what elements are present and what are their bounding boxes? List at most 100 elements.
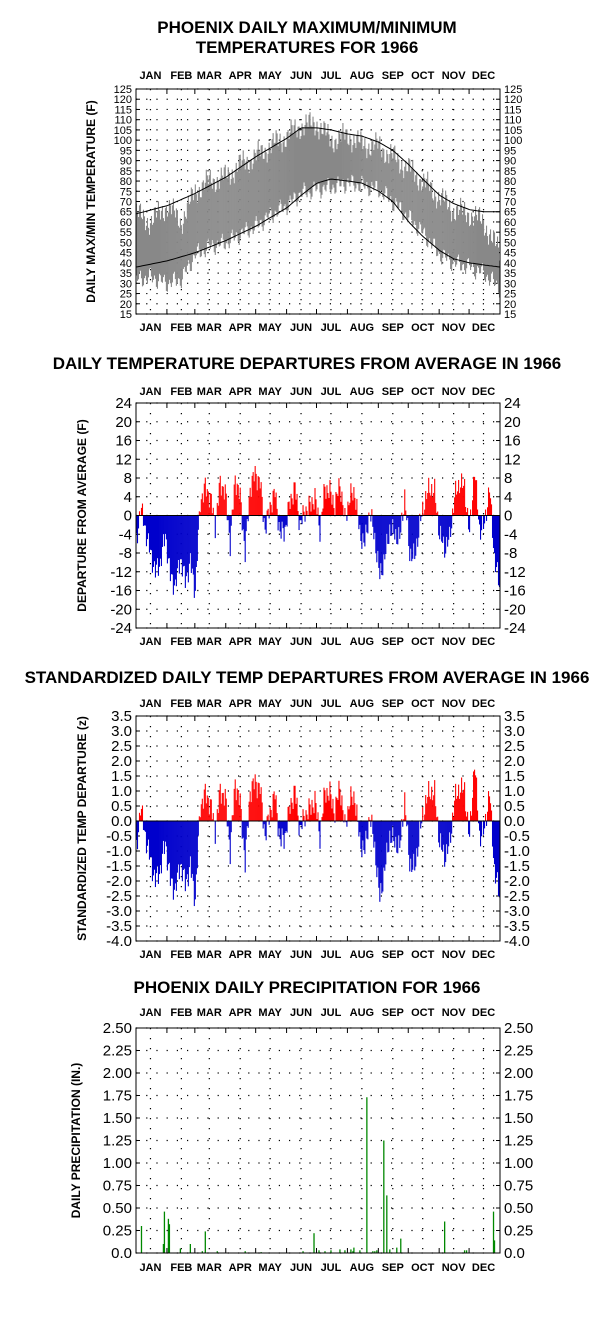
month-label-top: APR (229, 1007, 252, 1019)
y-tick-label-left: -16 (110, 583, 132, 600)
y-tick-label-left: 125 (114, 84, 132, 96)
month-label-top: MAR (197, 386, 222, 398)
month-label-top: APR (229, 70, 252, 82)
y-tick-label-left: 120 (114, 94, 132, 106)
month-label-bottom: SEP (382, 636, 404, 648)
y-tick-label-right: -24 (504, 620, 526, 637)
y-tick-label-right: -16 (504, 583, 526, 600)
y-tick-label-left: -1.5 (106, 858, 132, 875)
month-label-bottom: JUN (290, 1262, 312, 1274)
plot-frame (135, 1027, 501, 1254)
y-tick-label-right: -2.5 (504, 888, 530, 905)
y-tick-label-left: 3.5 (111, 708, 132, 725)
month-label-bottom: FEB (170, 1262, 192, 1274)
y-tick-label-left: -0.5 (106, 828, 132, 845)
normal-max-line (136, 127, 500, 215)
y-tick-label-right: 2.25 (504, 1043, 533, 1060)
y-tick-label-right: 0 (504, 508, 512, 525)
month-label-top: AUG (350, 386, 374, 398)
normal-min-line (136, 178, 500, 268)
month-label-bottom: NOV (442, 322, 467, 334)
month-label-bottom: MAY (258, 322, 282, 334)
month-label-bottom: FEB (170, 322, 192, 334)
month-label-bottom: AUG (350, 949, 374, 961)
month-label-bottom: SEP (382, 1262, 404, 1274)
y-tick-label-right: 55 (504, 227, 516, 239)
y-tick-label-left: -3.5 (106, 918, 132, 935)
month-label-bottom: SEP (382, 322, 404, 334)
month-label-top: SEP (382, 70, 404, 82)
month-label-top: DEC (472, 70, 495, 82)
month-label-top: MAY (258, 386, 282, 398)
y-tick-label-right: 30 (504, 278, 516, 290)
month-label-top: JUL (321, 70, 342, 82)
y-tick-label-left: 110 (114, 115, 132, 127)
month-label-top: DEC (472, 386, 495, 398)
plot-frame (135, 715, 501, 942)
y-tick-label-left: 60 (120, 217, 132, 229)
y-tick-label-right: 45 (504, 248, 516, 260)
month-label-top: MAY (258, 70, 282, 82)
y-tick-label-left: -24 (110, 620, 132, 637)
month-label-bottom: NOV (442, 636, 467, 648)
y-tick-label-right: 12 (504, 451, 521, 468)
y-tick-label-left: 95 (120, 145, 132, 157)
y-tick-label-right: 80 (504, 176, 516, 188)
y-tick-label-left: 35 (120, 268, 132, 280)
y-tick-label-right: 2.00 (504, 1065, 533, 1082)
y-tick-label-left: 2.0 (111, 753, 132, 770)
y-tick-label-left: 40 (120, 258, 132, 270)
y-tick-label-right: -2.0 (504, 873, 530, 890)
month-label-bottom: JUL (321, 636, 342, 648)
y-tick-label-right: 75 (504, 186, 516, 198)
y-tick-label-left: -4.0 (106, 933, 132, 950)
month-label-top: OCT (411, 698, 435, 710)
month-label-bottom: JUL (321, 1262, 342, 1274)
y-tick-label-right: 60 (504, 217, 516, 229)
y-tick-label-right: 1.25 (504, 1133, 533, 1150)
y-tick-label-left: 3.0 (111, 723, 132, 740)
y-tick-label-left: 1.0 (111, 783, 132, 800)
y-tick-label-right: 0.5 (504, 798, 525, 815)
month-label-bottom: AUG (350, 1262, 374, 1274)
month-label-top: DEC (472, 1007, 495, 1019)
y-tick-label-left: 4 (124, 489, 132, 506)
y-tick-label-right: 8 (504, 470, 512, 487)
y-tick-label-left: 1.50 (103, 1110, 132, 1127)
month-label-bottom: FEB (170, 636, 192, 648)
month-label-top: JAN (139, 70, 161, 82)
month-label-top: FEB (170, 698, 192, 710)
y-tick-label-right: 100 (504, 135, 522, 147)
month-label-bottom: MAR (197, 322, 222, 334)
grid (136, 1027, 500, 1254)
month-label-bottom: MAR (197, 949, 222, 961)
month-label-bottom: JUN (290, 636, 312, 648)
y-tick-label-left: 30 (120, 278, 132, 290)
y-tick-label-left: -20 (110, 601, 132, 618)
y-tick-label-right: 16 (504, 433, 521, 450)
chart-title: DAILY TEMPERATURE DEPARTURES FROM AVERAG… (53, 354, 562, 373)
y-tick-label-right: 0.25 (504, 1223, 533, 1240)
month-label-bottom: MAY (258, 1262, 282, 1274)
month-label-bottom: NOV (442, 1262, 467, 1274)
month-label-bottom: MAY (258, 636, 282, 648)
y-tick-label-right: 125 (504, 84, 522, 96)
y-tick-label-right: 15 (504, 309, 516, 321)
month-label-bottom: OCT (411, 636, 435, 648)
month-label-bottom: APR (229, 1262, 252, 1274)
month-label-bottom: DEC (472, 636, 495, 648)
y-tick-label-right: 1.5 (504, 768, 525, 785)
month-label-top: NOV (442, 70, 467, 82)
y-tick-label-right: 0.50 (504, 1200, 533, 1217)
month-label-bottom: OCT (411, 949, 435, 961)
y-tick-label-right: 0.0 (504, 813, 525, 830)
y-tick-label-right: 70 (504, 197, 516, 209)
y-tick-label-left: 12 (115, 451, 132, 468)
y-tick-label-left: 1.5 (111, 768, 132, 785)
y-tick-label-right: -20 (504, 601, 526, 618)
y-tick-label-right: 0.0 (504, 1245, 525, 1262)
y-tick-label-left: 85 (120, 166, 132, 178)
y-tick-label-left: -12 (110, 564, 132, 581)
y-tick-label-left: 20 (115, 414, 132, 431)
y-tick-label-left: 0.75 (103, 1178, 132, 1195)
